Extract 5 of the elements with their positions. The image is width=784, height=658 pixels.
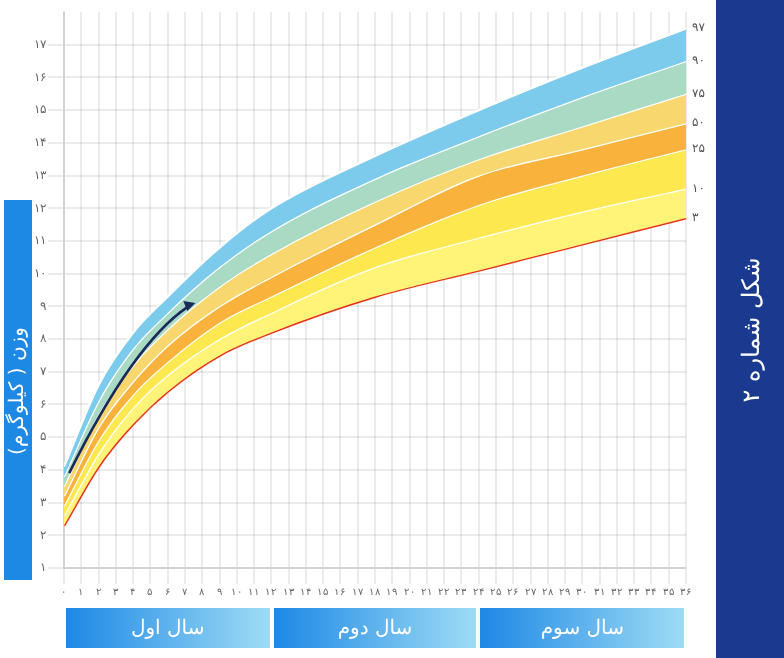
text: سال دوم — [273, 608, 477, 648]
text: سال سوم — [480, 608, 684, 648]
text: سال اول — [66, 608, 270, 648]
y-axis-title: وزن ( کیلوگرم) — [7, 326, 30, 454]
text: شکل شماره ۲ — [736, 256, 764, 402]
